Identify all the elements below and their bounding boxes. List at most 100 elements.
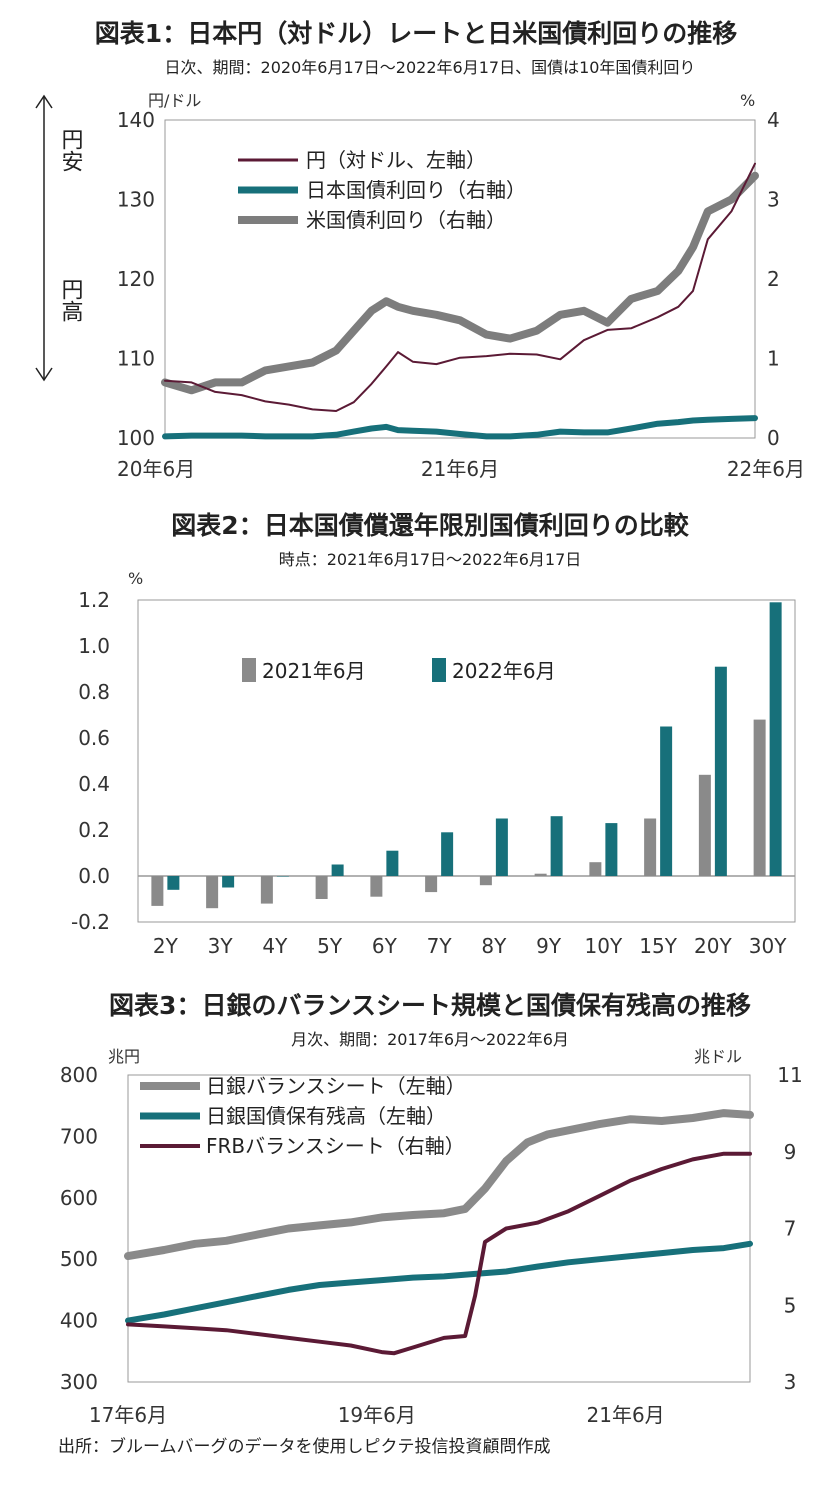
chart2-plot-frame <box>137 599 796 923</box>
chart3-legend-label: FRBバランスシート（右軸） <box>206 1134 465 1158</box>
chart2-bar <box>589 862 602 876</box>
chart2-bar <box>769 602 782 876</box>
chart3-yunit-left: 兆円 <box>108 1047 140 1066</box>
chart3-series-line <box>126 1151 752 1356</box>
chart2-xtick: 30Y <box>749 934 787 958</box>
chart3-yright-tick: 3 <box>784 1370 797 1394</box>
chart2-xtick: 15Y <box>639 934 677 958</box>
chart2-bar <box>534 873 547 876</box>
chart2-xtick: 9Y <box>536 934 562 958</box>
chart3-yleft-tick: 300 <box>60 1370 98 1394</box>
chart3-legend-label: 日銀国債保有残高（左軸） <box>206 1104 446 1128</box>
chart1-xtick: 22年6月 <box>727 457 805 481</box>
chart2-bar <box>222 876 235 888</box>
chart1-series-line <box>164 162 756 412</box>
chart3-yleft-tick: 400 <box>60 1309 98 1333</box>
chart1-yleft-tick: 100 <box>117 426 155 450</box>
chart2-xtick: 2Y <box>153 934 179 958</box>
chart2-bar <box>260 876 273 904</box>
chart1-yleft-tick: 140 <box>117 108 155 132</box>
chart2-bar <box>425 876 438 893</box>
chart1-yleft-tick: 110 <box>117 347 155 371</box>
chart2-ytick: 0.8 <box>78 680 110 704</box>
chart2-xtick: 10Y <box>585 934 623 958</box>
chart3-yright-tick: 11 <box>777 1063 802 1087</box>
chart2-bar <box>331 864 344 876</box>
chart2-bar <box>206 876 219 909</box>
chart3-xtick: 19年6月 <box>338 1403 416 1427</box>
chart1-yleft-tick: 120 <box>117 267 155 291</box>
chart2-ytick: 0.6 <box>78 726 110 750</box>
chart1-yright-tick: 2 <box>767 267 780 291</box>
chart1: 図表1：日本円（対ドル）レートと日米国債利回りの推移 日次、期間：2020年6月… <box>35 19 805 481</box>
chart3-series-line <box>124 1109 754 1261</box>
chart3-yleft-tick: 700 <box>60 1124 98 1148</box>
chart2-bar <box>315 876 328 899</box>
chart1-yright-tick: 1 <box>767 347 780 371</box>
chart2-xtick: 8Y <box>481 934 507 958</box>
chart3-title: 図表3：日銀のバランスシート規模と国債保有残高の推移 <box>109 991 751 1020</box>
chart2-bar <box>479 876 492 886</box>
chart2-legend-label: 2021年6月 <box>262 659 366 683</box>
chart2-legend-swatch <box>242 658 256 682</box>
chart2-ytick: 0.0 <box>78 864 110 888</box>
chart2-bar <box>644 818 657 876</box>
annot-yen-strong: 円高 <box>58 278 83 322</box>
chart1-xtick: 20年6月 <box>117 457 195 481</box>
chart1-legend-label: 米国債利回り（右軸） <box>306 208 506 232</box>
chart2-subtitle: 時点：2021年6月17日～2022年6月17日 <box>279 550 582 569</box>
chart2-bar <box>167 876 180 890</box>
chart2-bar <box>753 719 766 876</box>
chart2-ytick: -0.2 <box>71 910 110 934</box>
chart2-ytick: 1.2 <box>78 588 110 612</box>
chart2-ytick: 0.2 <box>78 818 110 842</box>
chart2-xtick: 3Y <box>208 934 234 958</box>
chart2-bar <box>714 666 727 876</box>
chart2-bar <box>441 832 454 876</box>
chart3-yright-tick: 5 <box>784 1293 797 1317</box>
chart2-yunit: % <box>128 569 143 588</box>
chart2-xtick: 7Y <box>427 934 453 958</box>
chart2-legend-label: 2022年6月 <box>452 659 556 683</box>
chart2-legend-swatch <box>432 658 446 682</box>
chart1-yright-tick: 4 <box>767 108 780 132</box>
chart3-plot-frame <box>127 1074 751 1383</box>
chart3-yright-tick: 7 <box>784 1217 797 1241</box>
chart3-yleft-tick: 600 <box>60 1186 98 1210</box>
chart3-series-line <box>125 1240 753 1324</box>
chart1-series-line <box>161 171 759 395</box>
chart2-xtick: 6Y <box>372 934 398 958</box>
chart2-bar <box>550 816 563 876</box>
chart1-plot-frame <box>164 119 756 439</box>
chart2-bar <box>276 876 289 877</box>
chart3-xtick: 21年6月 <box>587 1403 665 1427</box>
chart2-bar <box>151 876 164 906</box>
chart1-title: 図表1：日本円（対ドル）レートと日米国債利回りの推移 <box>95 19 737 48</box>
chart1-yunit-right: % <box>740 91 755 110</box>
chart2-ytick: 1.0 <box>78 634 110 658</box>
chart3-subtitle: 月次、期間：2017年6月～2022年6月 <box>291 1030 569 1049</box>
chart1-legend-label: 円（対ドル、左軸） <box>306 148 486 172</box>
chart2-ytick: 0.4 <box>78 772 110 796</box>
chart1-yunit-left: 円/ドル <box>148 91 201 110</box>
chart2-bar <box>495 818 508 876</box>
chart1-subtitle: 日次、期間：2020年6月17日～2022年6月17日、国債は10年国債利回り <box>165 58 696 77</box>
arrow-head-down-icon <box>35 367 53 382</box>
chart2-bar <box>370 876 383 897</box>
chart2-bar <box>698 774 711 876</box>
chart3-yleft-tick: 800 <box>60 1063 98 1087</box>
chart1-xtick: 21年6月 <box>421 457 499 481</box>
chart2-xtick: 4Y <box>262 934 288 958</box>
chart2-xtick: 20Y <box>694 934 732 958</box>
chart1-series-line <box>162 415 758 440</box>
chart3-yunit-right: 兆ドル <box>694 1047 742 1066</box>
chart1-yright-tick: 3 <box>767 188 780 212</box>
chart3-xtick: 17年6月 <box>89 1403 167 1427</box>
chart2: 図表2：日本国債償還年限別国債利回りの比較 時点：2021年6月17日～2022… <box>71 511 796 958</box>
chart3-yleft-tick: 500 <box>60 1247 98 1271</box>
chart1-yright-tick: 0 <box>767 426 780 450</box>
chart1-legend-label: 日本国債利回り（右軸） <box>306 178 526 202</box>
arrow-head-up-icon <box>35 94 53 109</box>
chart2-bar <box>605 823 618 876</box>
